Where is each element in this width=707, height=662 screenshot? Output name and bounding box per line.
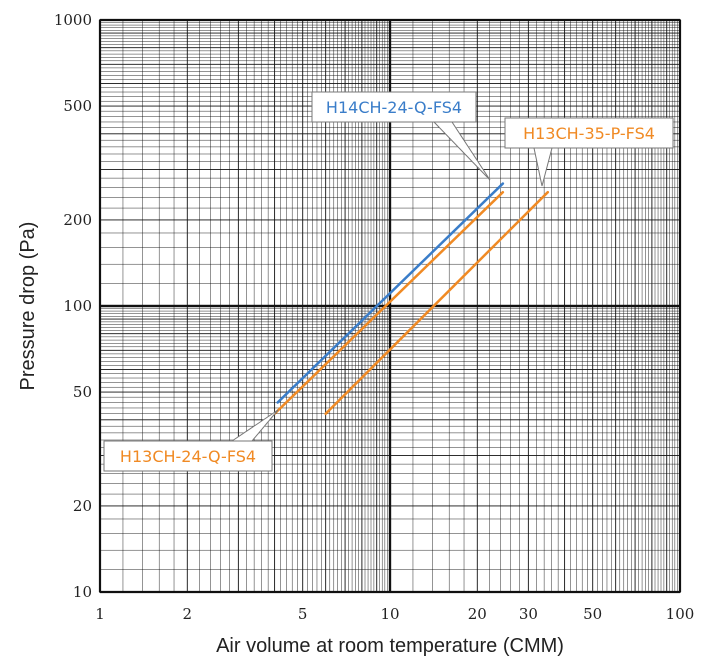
callout-pointer <box>432 121 491 181</box>
x-tick-label: 50 <box>583 605 602 623</box>
x-tick-label: 5 <box>298 605 308 623</box>
x-tick-label: 100 <box>666 605 695 623</box>
y-tick-label: 100 <box>63 297 92 315</box>
callout-box <box>504 117 674 149</box>
y-tick-label: 20 <box>73 497 92 515</box>
callout-box <box>311 91 477 123</box>
y-tick-label: 10 <box>73 583 92 601</box>
series-line-2 <box>324 190 550 416</box>
callout-label: H14CH-24-Q-FS4 <box>326 98 462 117</box>
y-tick-label: 50 <box>73 383 92 401</box>
x-tick-label: 2 <box>183 605 193 623</box>
y-tick-label: 1000 <box>54 11 92 29</box>
callout-label: H13CH-35-P-FS4 <box>523 124 655 143</box>
callout-label: H13CH-24-Q-FS4 <box>120 447 256 466</box>
tick-labels: 1 2 5 10 20 30 50 100 10 20 50 100 200 500 1000 <box>54 11 695 623</box>
series-line-0 <box>276 182 505 404</box>
series-line-1 <box>273 190 505 416</box>
callout-pointer <box>230 409 279 442</box>
x-axis-label: Air volume at room temperature (CMM) <box>216 635 564 657</box>
series-lines <box>273 182 550 416</box>
y-axis-label: Pressure drop (Pa) <box>17 222 39 391</box>
y-tick-label: 500 <box>63 97 92 115</box>
x-tick-label: 10 <box>380 605 399 623</box>
grid <box>98 18 682 594</box>
x-tick-label: 1 <box>95 605 105 623</box>
x-tick-label: 30 <box>519 605 538 623</box>
callout-box <box>103 440 273 472</box>
y-tick-label: 200 <box>63 211 92 229</box>
plot-frame <box>99 19 681 593</box>
x-tick-label: 20 <box>468 605 487 623</box>
callouts: H14CH-24-Q-FS4 H13CH-35-P-FS4 H13CH-24-Q-F… <box>103 91 674 472</box>
